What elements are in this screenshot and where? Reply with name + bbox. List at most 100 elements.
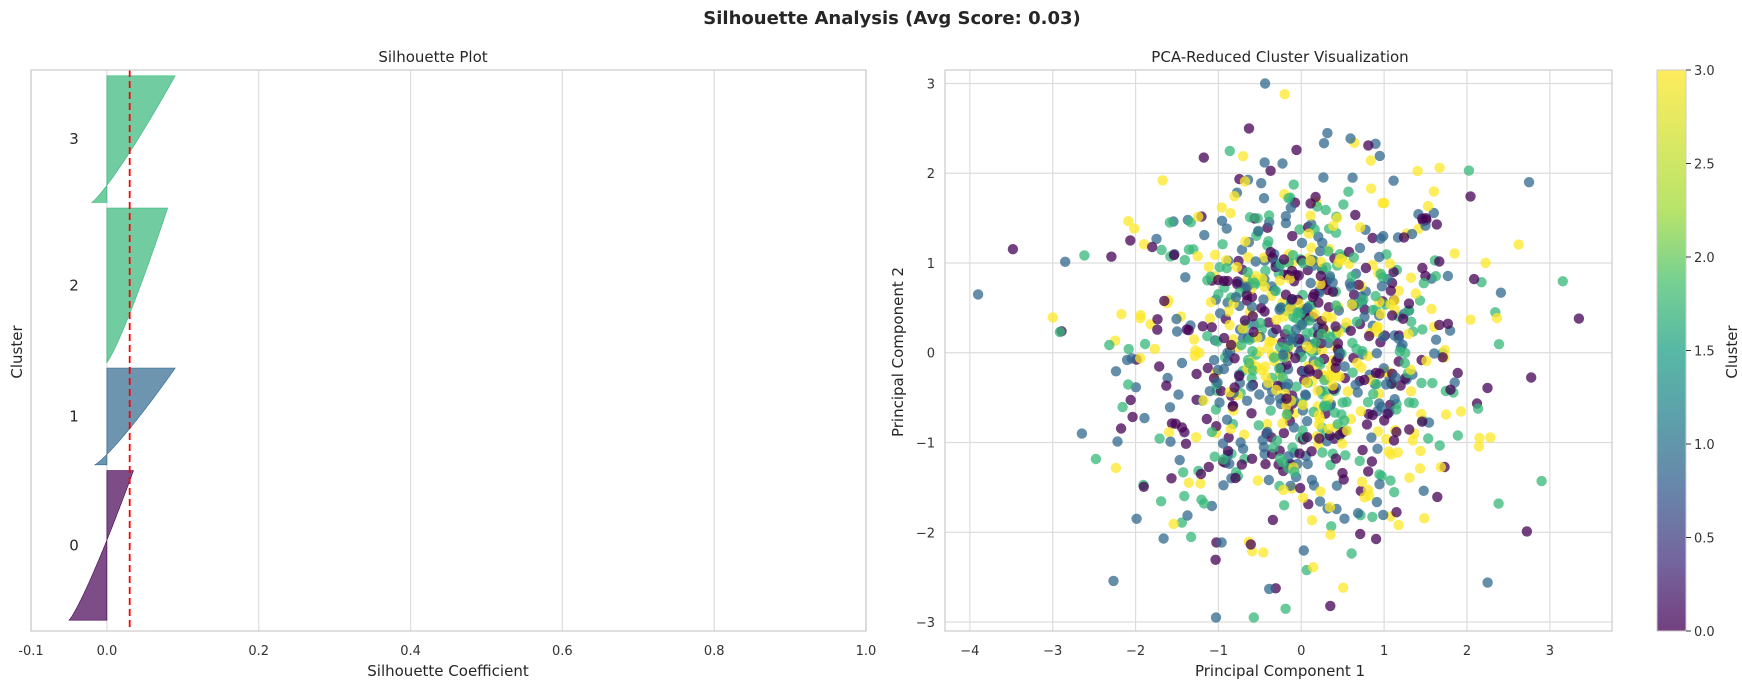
scatter-point-cluster-2 <box>1536 475 1547 487</box>
scatter-point-cluster-1 <box>1350 379 1361 390</box>
scatter-point-cluster-2 <box>1321 400 1333 411</box>
scatter-point-cluster-0 <box>1363 330 1375 342</box>
scatter-point-cluster-1 <box>1151 233 1162 245</box>
scatter-point-cluster-1 <box>1277 349 1289 360</box>
silhouette-x-tick-label: 1.0 <box>856 644 877 659</box>
scatter-point-cluster-2 <box>1423 433 1434 444</box>
scatter-point-cluster-0 <box>1227 401 1238 412</box>
silhouette-x-tick-label: 0.6 <box>552 644 573 659</box>
scatter-point-cluster-3 <box>1279 89 1290 100</box>
scatter-point-cluster-3 <box>1301 377 1312 388</box>
scatter-point-cluster-0 <box>1265 246 1276 258</box>
scatter-point-cluster-3 <box>1256 273 1268 284</box>
scatter-point-cluster-0 <box>1259 306 1270 317</box>
scatter-point-cluster-1 <box>1176 357 1188 369</box>
scatter-point-cluster-2 <box>1268 442 1279 453</box>
scatter-point-cluster-2 <box>1260 265 1271 276</box>
scatter-point-cluster-0 <box>1229 382 1240 393</box>
scatter-point-cluster-2 <box>1362 397 1374 408</box>
scatter-point-cluster-1 <box>1318 138 1330 149</box>
scatter-point-cluster-2 <box>1185 217 1197 228</box>
scatter-point-cluster-2 <box>1249 277 1260 288</box>
scatter-point-cluster-0 <box>1388 266 1399 278</box>
scatter-point-cluster-2 <box>1367 511 1378 523</box>
pca-axes-frame <box>944 69 1613 632</box>
silhouette-cluster-label: 3 <box>69 130 79 148</box>
scatter-point-cluster-0 <box>1312 368 1323 380</box>
pca-x-tick-label: 0 <box>1297 644 1305 659</box>
scatter-point-cluster-3 <box>1239 176 1251 187</box>
scatter-point-cluster-3 <box>1135 309 1146 321</box>
scatter-point-cluster-2 <box>1347 367 1358 378</box>
scatter-point-cluster-0 <box>1170 418 1181 429</box>
scatter-point-cluster-2 <box>1252 213 1263 224</box>
scatter-point-cluster-2 <box>1123 379 1134 390</box>
scatter-point-cluster-2 <box>1265 405 1276 416</box>
scatter-point-cluster-1 <box>1314 496 1326 507</box>
scatter-point-cluster-1 <box>1253 225 1264 237</box>
scatter-point-cluster-0 <box>1206 322 1218 333</box>
scatter-point-cluster-1 <box>1218 480 1229 491</box>
scatter-point-cluster-2 <box>1202 330 1213 342</box>
scatter-point-cluster-1 <box>1418 485 1429 496</box>
scatter-point-cluster-0 <box>1195 468 1207 480</box>
scatter-point-cluster-0 <box>1239 315 1251 326</box>
scatter-point-cluster-0 <box>1241 289 1253 301</box>
scatter-point-cluster-2 <box>1054 326 1066 338</box>
scatter-point-cluster-0 <box>1247 311 1259 322</box>
scatter-point-cluster-3 <box>1157 175 1168 186</box>
scatter-point-cluster-2 <box>1209 451 1220 462</box>
scatter-point-cluster-0 <box>1210 554 1221 565</box>
scatter-point-cluster-2 <box>1247 365 1259 376</box>
scatter-point-cluster-0 <box>1391 507 1402 518</box>
scatter-point-cluster-1 <box>1429 348 1440 359</box>
scatter-point-cluster-2 <box>1371 378 1382 390</box>
scatter-point-cluster-1 <box>1164 402 1176 413</box>
scatter-point-cluster-1 <box>1371 348 1383 359</box>
scatter-point-cluster-1 <box>1126 353 1138 364</box>
scatter-point-cluster-0 <box>1445 384 1456 395</box>
silhouette-area-cluster-0 <box>68 470 134 621</box>
pca-x-tick-label: −4 <box>960 644 979 659</box>
scatter-point-cluster-3 <box>1149 343 1161 355</box>
scatter-point-cluster-0 <box>1387 310 1398 321</box>
scatter-point-cluster-2 <box>1289 466 1300 478</box>
scatter-point-cluster-2 <box>1176 517 1188 528</box>
scatter-point-cluster-1 <box>1112 436 1123 447</box>
scatter-point-cluster-3 <box>1384 258 1396 269</box>
scatter-point-cluster-3 <box>1359 492 1370 503</box>
scatter-point-cluster-0 <box>1290 353 1301 364</box>
scatter-point-cluster-0 <box>1468 273 1480 285</box>
scatter-point-cluster-3 <box>1190 432 1202 443</box>
scatter-point-cluster-0 <box>1287 230 1298 242</box>
scatter-point-cluster-1 <box>1288 422 1300 433</box>
scatter-point-cluster-3 <box>1474 432 1485 444</box>
scatter-point-cluster-3 <box>1223 306 1234 317</box>
scatter-point-cluster-2 <box>1452 430 1464 441</box>
scatter-point-cluster-0 <box>1370 533 1382 545</box>
scatter-point-cluster-3 <box>1491 312 1503 324</box>
colorbar-ticks: 0.0 0.5 1.0 1.5 2.0 2.5 3.0 <box>1686 64 1715 640</box>
scatter-point-cluster-0 <box>1180 438 1192 449</box>
scatter-point-cluster-0 <box>1325 600 1336 612</box>
scatter-point-cluster-1 <box>1259 78 1271 89</box>
scatter-point-cluster-2 <box>1185 531 1197 543</box>
scatter-point-cluster-1 <box>1345 281 1357 292</box>
scatter-point-cluster-2 <box>1283 193 1294 204</box>
pca-y-axis-label: Principal Component 2 <box>889 267 907 437</box>
scatter-point-cluster-2 <box>1493 498 1504 509</box>
scatter-point-cluster-1 <box>1388 175 1399 186</box>
scatter-point-cluster-1 <box>1060 256 1071 267</box>
colorbar-tick-label: 3.0 <box>1694 64 1715 79</box>
scatter-point-cluster-2 <box>1406 316 1417 327</box>
scatter-point-cluster-0 <box>1201 413 1213 425</box>
scatter-point-cluster-1 <box>1300 389 1311 400</box>
scatter-point-cluster-3 <box>1225 208 1236 219</box>
scatter-point-cluster-3 <box>1168 518 1179 530</box>
scatter-point-cluster-1 <box>1390 372 1401 383</box>
scatter-point-cluster-2 <box>1282 324 1294 335</box>
scatter-point-cluster-0 <box>1246 408 1257 419</box>
scatter-point-cluster-2 <box>1263 236 1274 247</box>
scatter-point-cluster-2 <box>1320 204 1331 216</box>
